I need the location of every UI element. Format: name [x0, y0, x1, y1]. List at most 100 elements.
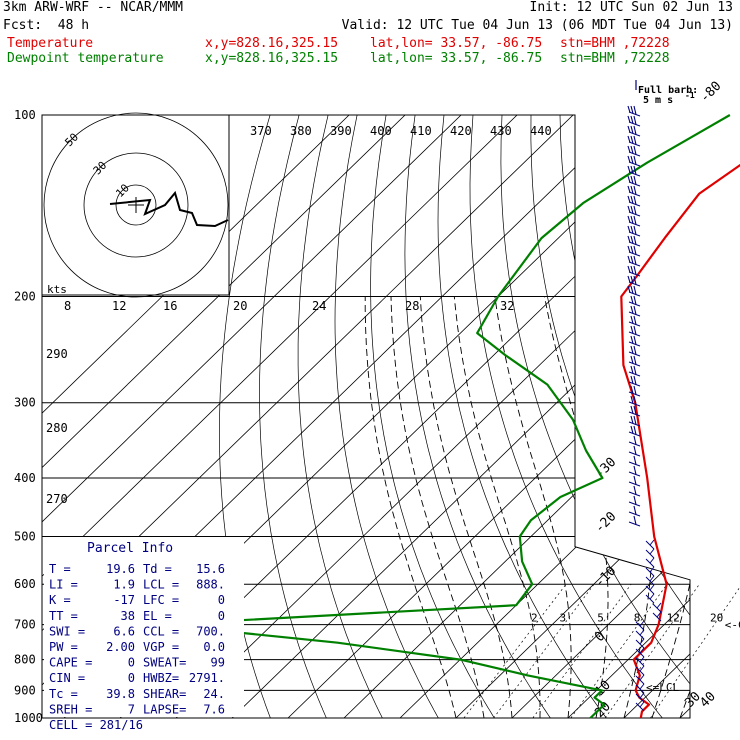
- dry-adiabat: [259, 115, 327, 718]
- lcl-marker: <=LCL: [646, 681, 679, 694]
- hodograph-speed-label: 24: [312, 299, 326, 313]
- mixing-ratio-label: 8: [634, 612, 641, 625]
- hodograph-speed-label: 32: [500, 299, 514, 313]
- temperature-legend-latlon: lat,lon= 33.57, -86.75: [370, 36, 543, 51]
- dry-adiabat: [334, 115, 439, 718]
- wind-barb-header: Full barb:: [638, 85, 698, 96]
- temperature-legend-label: Temperature: [7, 36, 94, 51]
- wind-barb: [628, 295, 641, 307]
- wind-barb: [627, 185, 641, 197]
- parcel-info-value: 1.9: [113, 578, 135, 592]
- isotherm-line: [399, 115, 690, 718]
- mixing-ratio-label: 5: [597, 612, 604, 625]
- parcel-info-value: 6.6: [113, 624, 135, 638]
- wind-barb: [627, 195, 641, 207]
- wind-barb: [645, 557, 655, 568]
- parcel-info-label: K =: [49, 593, 71, 607]
- parcel-info-value: 0: [218, 593, 225, 607]
- isotherm-line: [455, 115, 690, 718]
- parcel-info-value: 0: [128, 671, 135, 685]
- dry-adiabat: [297, 115, 383, 718]
- parcel-info-label: LFC =: [143, 593, 179, 607]
- isotherm-line: [42, 115, 406, 718]
- parcel-info-bg: [44, 537, 244, 717]
- wind-barb: [635, 674, 645, 685]
- dry-adiabat: [437, 115, 607, 718]
- wind-barb: [628, 365, 641, 377]
- wind-barb: [627, 205, 641, 217]
- wind-barb: [645, 575, 655, 586]
- isotherm-line: [42, 115, 462, 718]
- parcel-info-label: Td =: [143, 562, 172, 576]
- wind-barb: [635, 692, 645, 703]
- wind-barb: [628, 495, 641, 507]
- isotherm-line: [42, 115, 350, 718]
- wind-barb: [635, 629, 645, 640]
- mixing-ratio-line: [463, 584, 567, 719]
- wind-barb: [635, 647, 645, 658]
- hodograph-speed-label: 16: [163, 299, 177, 313]
- wind-barb: [628, 445, 641, 457]
- hodograph-speed-label: 12: [112, 299, 126, 313]
- dewpoint-profile: [159, 114, 731, 719]
- wind-barb: [645, 548, 655, 559]
- plot-frame: [41, 114, 691, 719]
- parcel-info-label: TT =: [49, 609, 78, 623]
- wind-barb: [627, 155, 641, 167]
- wind-barb: [635, 701, 645, 712]
- theta-label: 400: [370, 124, 392, 138]
- wind-barb: [628, 515, 641, 527]
- parcel-info-label: Tc =: [49, 687, 78, 701]
- dry-adiabat: [370, 115, 495, 718]
- hodograph-ring: [83, 152, 189, 258]
- wind-barb: [645, 584, 655, 595]
- isotherm-label: 40: [697, 689, 719, 711]
- mixing-ratio-lines: 2 3 5 8 12 20: [463, 584, 740, 719]
- isotherm-label: -20: [592, 509, 619, 536]
- theta-label: 370: [250, 124, 272, 138]
- moist-adiabat: [605, 296, 653, 718]
- mixing-ratio-label: 20: [710, 612, 723, 625]
- wind-barb-unit-sup: -1: [685, 91, 695, 100]
- wind-barb: [652, 611, 662, 622]
- wind-barb: [628, 455, 641, 467]
- theta-label: 420: [450, 124, 472, 138]
- wind-barb: [627, 105, 641, 117]
- parcel-info-title: Parcel Info: [87, 541, 173, 556]
- wind-barb: [627, 145, 641, 157]
- wind-barb: [628, 355, 641, 367]
- isotherm-line: [511, 115, 690, 718]
- isotherm-line: [42, 115, 518, 718]
- parcel-info-label: CIN =: [49, 671, 85, 685]
- model-title: 3km ARW-WRF -- NCAR/MMM: [3, 0, 184, 15]
- sounding-profiles: <-CCL <=LCL: [159, 114, 740, 719]
- theta-side-label: 290: [46, 347, 68, 361]
- theta-side-label: 280: [46, 421, 68, 435]
- isotherm-line: [567, 115, 690, 718]
- parcel-info-value: 2791.: [189, 671, 225, 685]
- wind-barb: [652, 602, 662, 613]
- pressure-label: 100: [14, 108, 36, 122]
- moist-adiabat: [544, 296, 609, 718]
- mixing-ratio-label: 12: [667, 612, 680, 625]
- parcel-info-value: 700.: [196, 624, 225, 638]
- wind-barb: [645, 539, 655, 550]
- wind-barb: [628, 435, 641, 447]
- theta-label: 380: [290, 124, 312, 138]
- parcel-info-value: 24.: [203, 687, 225, 701]
- isotherm-label: -80: [697, 79, 724, 106]
- wind-barb: [635, 683, 645, 694]
- wind-barb: [627, 215, 641, 227]
- wind-barb: [635, 620, 645, 631]
- dry-adiabat: [469, 115, 663, 718]
- wind-barb: [627, 245, 641, 257]
- pressure-label: 600: [14, 577, 36, 591]
- wind-barb: [628, 485, 641, 497]
- wind-barb: [628, 385, 641, 397]
- mixing-ratio-label: 2: [531, 612, 538, 625]
- parcel-info-value: 0.0: [203, 640, 225, 654]
- temperature-legend-stn: stn=BHM ,72228: [560, 36, 670, 51]
- parcel-info-value: 19.6: [106, 562, 135, 576]
